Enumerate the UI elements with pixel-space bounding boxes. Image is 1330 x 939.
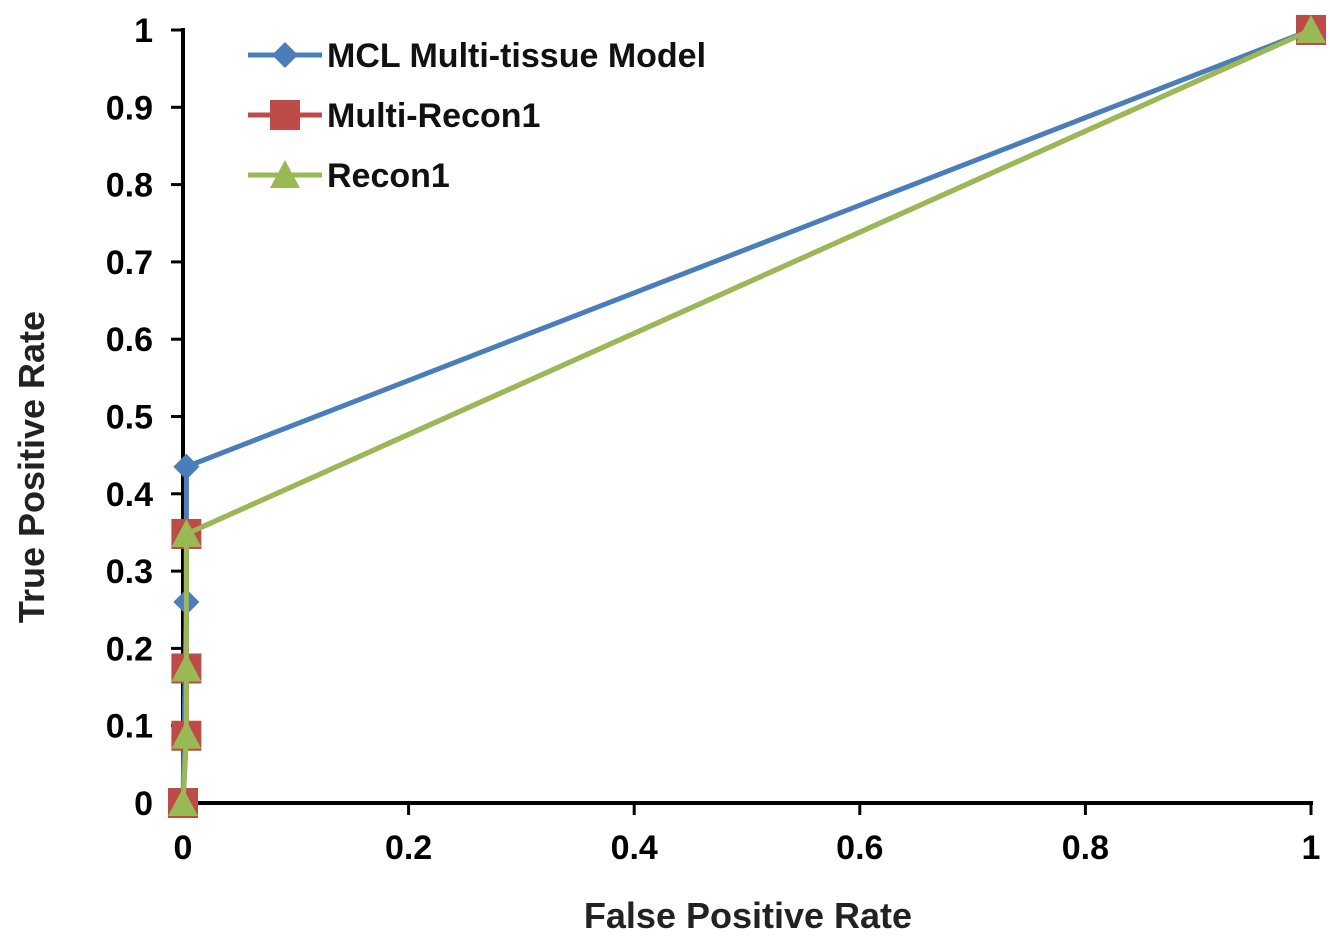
legend-entry: Multi-Recon1	[248, 97, 540, 135]
series-0	[170, 17, 1324, 816]
series-1	[168, 15, 1326, 818]
y-tick-label: 0.7	[106, 244, 153, 282]
legend: MCL Multi-tissue Model Multi-Recon1 Recon1	[248, 37, 706, 195]
y-tick-label: 0.4	[106, 476, 153, 514]
x-tick-label: 0	[174, 829, 193, 867]
data-point	[171, 518, 202, 547]
y-tick-label: 0.9	[106, 89, 153, 127]
y-tick-label: 0.6	[106, 321, 153, 359]
data-point	[171, 720, 202, 749]
legend-label: MCL Multi-tissue Model	[327, 37, 706, 75]
legend-label: Multi-Recon1	[327, 97, 540, 135]
legend-entry: Recon1	[248, 157, 450, 195]
y-tick-label: 0.3	[106, 553, 153, 591]
y-tick-label: 0.8	[106, 167, 153, 205]
data-point	[173, 453, 200, 480]
x-tick-label: 1	[1302, 829, 1321, 867]
data-point	[1296, 15, 1326, 43]
y-tick-label: 0.2	[106, 630, 153, 668]
series-line	[180, 27, 1312, 804]
series-line	[180, 27, 1313, 804]
data-point	[168, 788, 198, 816]
series-line	[180, 27, 1313, 804]
x-tick-label: 0.6	[836, 829, 883, 867]
legend-marker	[272, 42, 298, 68]
data-point	[171, 653, 202, 682]
legend-label: Recon1	[327, 157, 450, 195]
legend-entry: MCL Multi-tissue Model	[248, 37, 706, 75]
y-tick-label: 0.5	[106, 399, 153, 437]
y-tick-label: 0	[134, 785, 153, 823]
y-tick-label: 0.1	[106, 708, 153, 746]
series-2	[168, 15, 1326, 816]
x-axis-title: False Positive Rate	[584, 895, 912, 934]
x-tick-label: 0.8	[1062, 829, 1109, 867]
x-tick-label: 0.2	[385, 829, 432, 867]
legend-marker	[270, 160, 300, 188]
legend-marker	[270, 100, 300, 130]
y-axis-title: True Positive Rate	[11, 311, 52, 623]
y-tick-label: 1	[134, 12, 153, 50]
series-layer	[168, 15, 1326, 818]
axes: 0 0.1 0.2 0.3 0.4 0.5 0.6 0.7 0.8 0.9 1 0 0.2 0.4 0.6 0…	[106, 12, 1321, 867]
x-tick-label: 0.4	[611, 829, 658, 867]
